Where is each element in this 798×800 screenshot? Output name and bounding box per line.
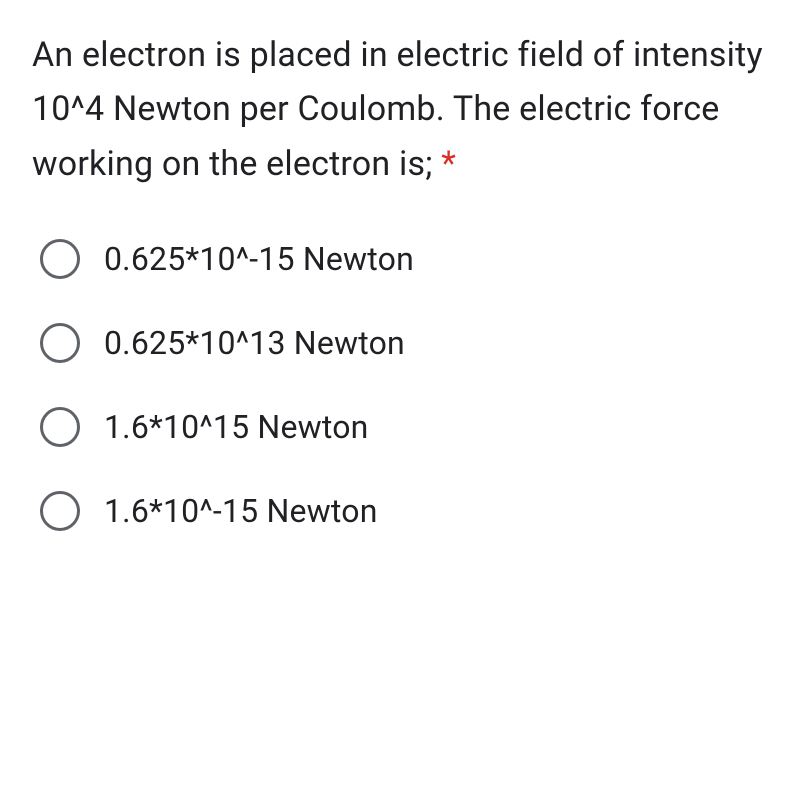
option-item-0[interactable]: 0.625*10^-15 Newton xyxy=(40,239,766,279)
option-label-3: 1.6*10^-15 Newton xyxy=(104,492,378,530)
required-asterisk: * xyxy=(441,144,456,184)
question-text: An electron is placed in electric field … xyxy=(32,28,766,191)
question-text-content: An electron is placed in electric field … xyxy=(32,35,763,184)
option-label-2: 1.6*10^15 Newton xyxy=(104,408,369,446)
radio-button-1[interactable] xyxy=(40,323,80,363)
option-item-2[interactable]: 1.6*10^15 Newton xyxy=(40,407,766,447)
radio-button-3[interactable] xyxy=(40,491,80,531)
radio-button-2[interactable] xyxy=(40,407,80,447)
option-label-0: 0.625*10^-15 Newton xyxy=(104,240,414,278)
option-item-3[interactable]: 1.6*10^-15 Newton xyxy=(40,491,766,531)
radio-button-0[interactable] xyxy=(40,239,80,279)
options-container: 0.625*10^-15 Newton 0.625*10^13 Newton 1… xyxy=(32,239,766,531)
question-container: An electron is placed in electric field … xyxy=(32,28,766,531)
option-item-1[interactable]: 0.625*10^13 Newton xyxy=(40,323,766,363)
option-label-1: 0.625*10^13 Newton xyxy=(104,324,405,362)
